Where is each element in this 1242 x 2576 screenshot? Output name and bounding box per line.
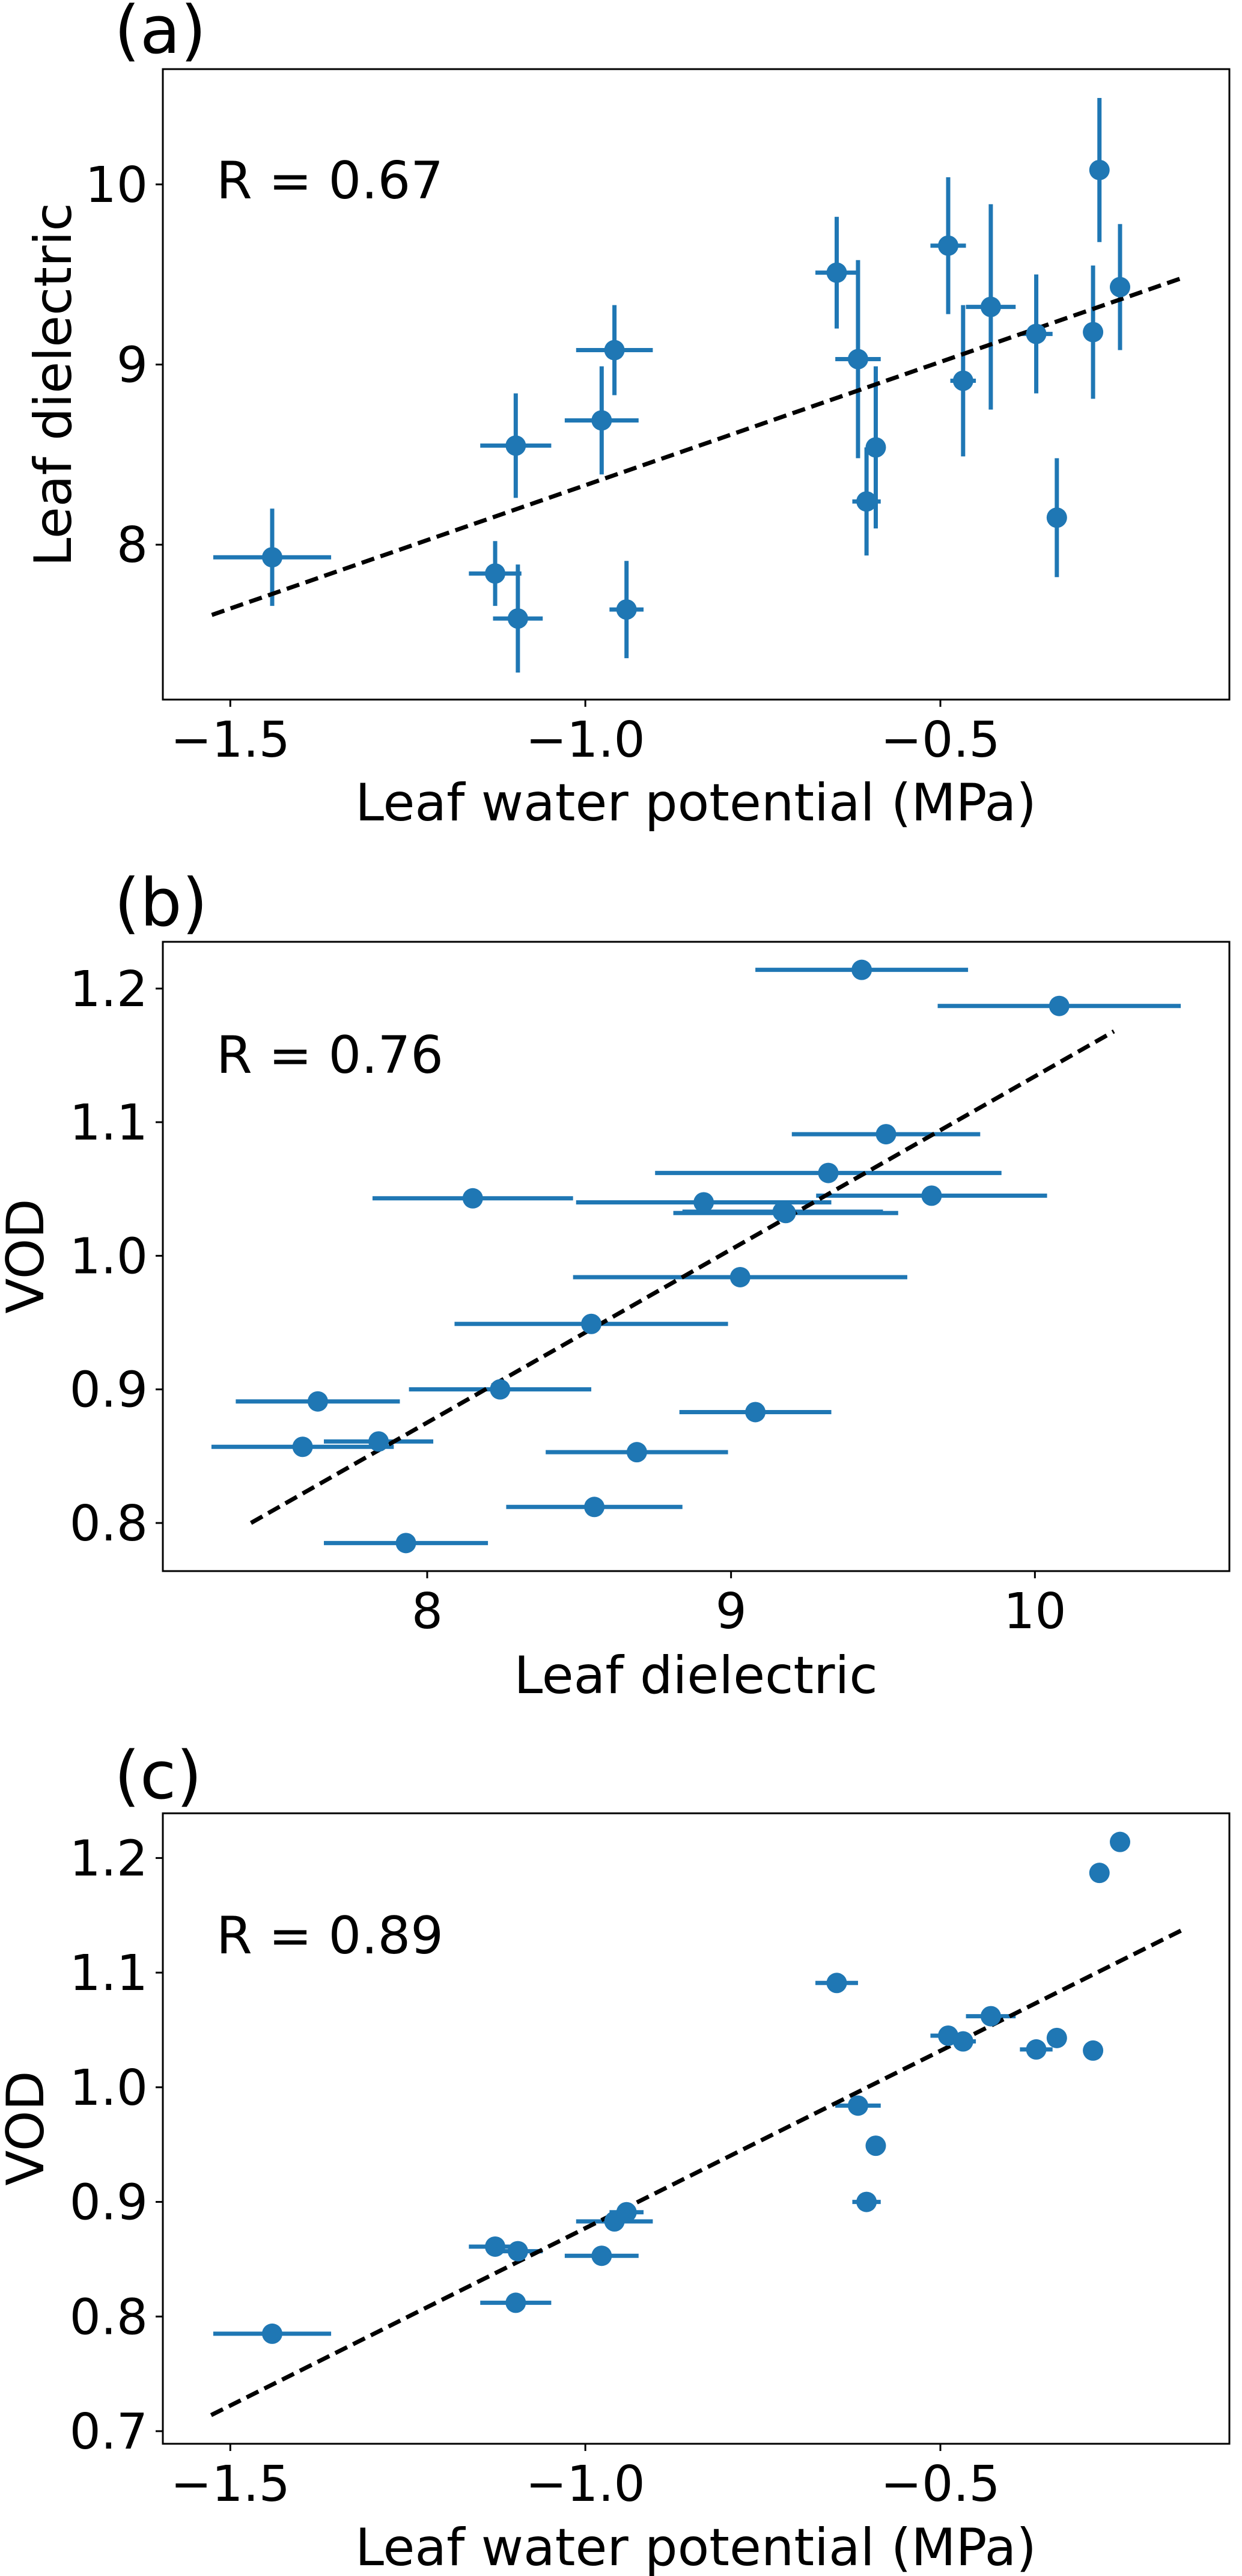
r-annotation: R = 0.76 bbox=[216, 1025, 443, 1085]
data-point bbox=[826, 1973, 847, 1994]
data-point bbox=[856, 2191, 877, 2212]
data-point bbox=[1110, 276, 1131, 298]
x-tick-label: −0.5 bbox=[880, 712, 1000, 769]
plot-frame bbox=[162, 941, 1231, 1572]
plot-frame bbox=[162, 68, 1231, 701]
data-point bbox=[395, 1533, 416, 1554]
data-point bbox=[847, 2095, 868, 2116]
data-point bbox=[865, 2135, 886, 2156]
regression-line bbox=[211, 276, 1183, 617]
y-tick-label: 1.2 bbox=[70, 1830, 148, 1887]
y-tick-label: 8 bbox=[117, 517, 148, 574]
data-point bbox=[485, 563, 506, 584]
y-tick-label: 1.1 bbox=[70, 1094, 148, 1152]
data-point bbox=[261, 2323, 282, 2344]
y-tick-label: 9 bbox=[117, 337, 148, 394]
data-point bbox=[826, 262, 847, 283]
x-tick-label: −1.5 bbox=[171, 712, 290, 769]
data-point bbox=[980, 2006, 1001, 2027]
data-point bbox=[591, 410, 612, 431]
x-tick-label: −1.0 bbox=[526, 712, 645, 769]
data-point bbox=[604, 340, 625, 361]
y-tick-label: 1.1 bbox=[70, 1945, 148, 2002]
data-point bbox=[865, 437, 886, 458]
data-point bbox=[581, 1313, 602, 1334]
x-tick-label: 8 bbox=[412, 1583, 443, 1640]
data-point bbox=[505, 2292, 526, 2313]
data-point bbox=[505, 435, 526, 456]
data-point bbox=[875, 1124, 896, 1145]
data-point bbox=[851, 959, 872, 980]
data-point bbox=[292, 1436, 313, 1457]
data-point bbox=[775, 1203, 796, 1224]
y-tick-label: 0.8 bbox=[70, 2289, 148, 2346]
y-tick-label: 1.0 bbox=[70, 2060, 148, 2117]
y-axis-label: VOD bbox=[0, 2071, 56, 2185]
x-tick-label: −0.5 bbox=[880, 2456, 1000, 2513]
y-tick-label: 0.9 bbox=[70, 2175, 148, 2232]
data-point bbox=[729, 1266, 750, 1287]
data-point bbox=[584, 1497, 605, 1518]
r-annotation: R = 0.67 bbox=[216, 151, 443, 211]
panel-a: (a) Leaf water potential (MPa) Leaf diel… bbox=[23, 0, 1231, 833]
data-point bbox=[261, 547, 282, 568]
x-tick-label: 9 bbox=[716, 1583, 747, 1640]
data-point bbox=[693, 1192, 714, 1213]
y-tick-label: 0.8 bbox=[70, 1495, 148, 1552]
x-axis-label: Leaf water potential (MPa) bbox=[355, 2518, 1037, 2576]
data-point bbox=[1110, 1831, 1131, 1852]
data-point bbox=[1049, 995, 1070, 1016]
data-point bbox=[1046, 2027, 1067, 2048]
data-point bbox=[485, 2236, 506, 2257]
data-point bbox=[745, 1402, 766, 1423]
x-tick-label: −1.0 bbox=[526, 2456, 645, 2513]
panel-label: (a) bbox=[114, 0, 206, 69]
y-axis-label: Leaf dielectric bbox=[23, 203, 84, 566]
data-point bbox=[1089, 1863, 1110, 1884]
data-point bbox=[307, 1391, 328, 1412]
data-point bbox=[626, 1442, 647, 1463]
panel-label: (c) bbox=[114, 1737, 202, 1814]
panel-b: (b) Leaf dielectric VOD R = 0.76 8 9 10 0.8… bbox=[0, 864, 1231, 1706]
panel-label: (b) bbox=[114, 864, 208, 941]
data-point bbox=[462, 1188, 483, 1209]
plot-frame bbox=[162, 1812, 1231, 2445]
data-point bbox=[507, 608, 528, 629]
x-axis-label: Leaf water potential (MPa) bbox=[355, 773, 1037, 833]
data-point bbox=[818, 1162, 839, 1183]
data-point bbox=[1089, 159, 1110, 180]
panel-c: (c) Leaf water potential (MPa) VOD R = 0… bbox=[0, 1737, 1231, 2576]
data-point bbox=[952, 2031, 973, 2052]
data-point bbox=[507, 2241, 528, 2262]
data-point bbox=[1046, 507, 1067, 528]
data-point bbox=[938, 235, 959, 256]
data-point bbox=[591, 2245, 612, 2266]
regression-line bbox=[210, 1928, 1183, 2417]
y-tick-label: 1.0 bbox=[70, 1228, 148, 1285]
data-point bbox=[847, 349, 868, 370]
y-tick-label: 10 bbox=[85, 157, 148, 214]
x-axis-label: Leaf dielectric bbox=[514, 1646, 877, 1706]
data-point bbox=[952, 370, 973, 391]
regression-line bbox=[249, 1029, 1115, 1525]
y-tick-label: 1.2 bbox=[70, 961, 148, 1018]
data-point bbox=[616, 599, 637, 620]
y-axis-label: VOD bbox=[0, 1198, 56, 1313]
data-point bbox=[980, 296, 1001, 317]
data-point bbox=[1083, 322, 1104, 343]
data-point bbox=[921, 1185, 942, 1206]
data-point bbox=[1026, 323, 1047, 344]
x-tick-label: −1.5 bbox=[171, 2456, 290, 2513]
x-tick-label: 10 bbox=[1003, 1583, 1066, 1640]
data-point bbox=[368, 1431, 389, 1452]
r-annotation: R = 0.89 bbox=[216, 1906, 443, 1966]
data-point bbox=[1026, 2039, 1047, 2060]
data-point bbox=[856, 491, 877, 512]
data-point bbox=[490, 1379, 511, 1400]
y-tick-label: 0.7 bbox=[70, 2404, 148, 2461]
data-point bbox=[1083, 2040, 1104, 2061]
y-tick-label: 0.9 bbox=[70, 1362, 148, 1419]
data-point bbox=[616, 2202, 637, 2223]
